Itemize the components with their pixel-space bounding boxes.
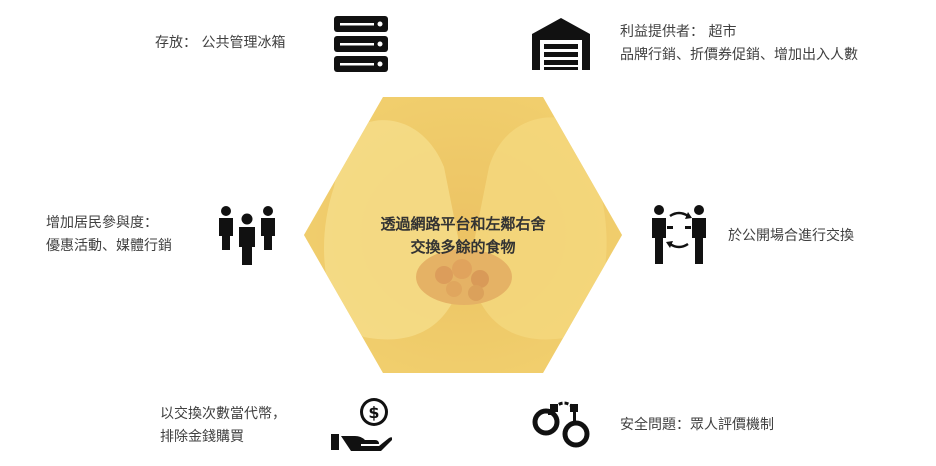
- center-caption: 透過網路平台和左鄰右舍 交換多餘的食物: [304, 213, 622, 259]
- server-storage-icon: [332, 14, 390, 78]
- people-group-icon: [216, 205, 278, 271]
- barter-text-1: 以交換次數當代幣，: [160, 406, 286, 422]
- provider-label: 利益提供者： 超市 品牌行銷、折價券促銷、增加出入人數: [620, 21, 858, 67]
- exchange-label: 於公開場合進行交換: [728, 225, 854, 248]
- storage-text: 存放： 公共管理冰箱: [155, 35, 286, 51]
- people-exchange-icon: [650, 204, 708, 270]
- safety-label: 安全問題：眾人評價機制: [620, 414, 774, 437]
- provider-text-2: 品牌行銷、折價券促銷、增加出入人數: [620, 47, 858, 63]
- svg-text:$: $: [368, 403, 379, 422]
- safety-text: 安全問題：眾人評價機制: [620, 417, 774, 433]
- engagement-label: 增加居民參與度： 優惠活動、媒體行銷: [46, 212, 172, 258]
- engagement-text-1: 增加居民參與度：: [46, 215, 158, 231]
- barter-label: 以交換次數當代幣， 排除金錢購買: [160, 403, 286, 449]
- food-hands-photo: [304, 97, 622, 373]
- center-line-1: 透過網路平台和左鄰右舍: [380, 215, 546, 233]
- exchange-text: 於公開場合進行交換: [728, 228, 854, 244]
- warehouse-icon: [530, 16, 592, 76]
- provider-text-1: 利益提供者： 超市: [620, 24, 737, 40]
- engagement-text-2: 優惠活動、媒體行銷: [46, 238, 172, 254]
- center-line-2: 交換多餘的食物: [410, 238, 516, 256]
- money-hand-icon: $: [330, 396, 393, 456]
- storage-label: 存放： 公共管理冰箱: [155, 32, 285, 55]
- handcuffs-icon: [530, 398, 592, 454]
- barter-text-2: 排除金錢購買: [160, 429, 244, 445]
- center-hexagon: [304, 97, 622, 373]
